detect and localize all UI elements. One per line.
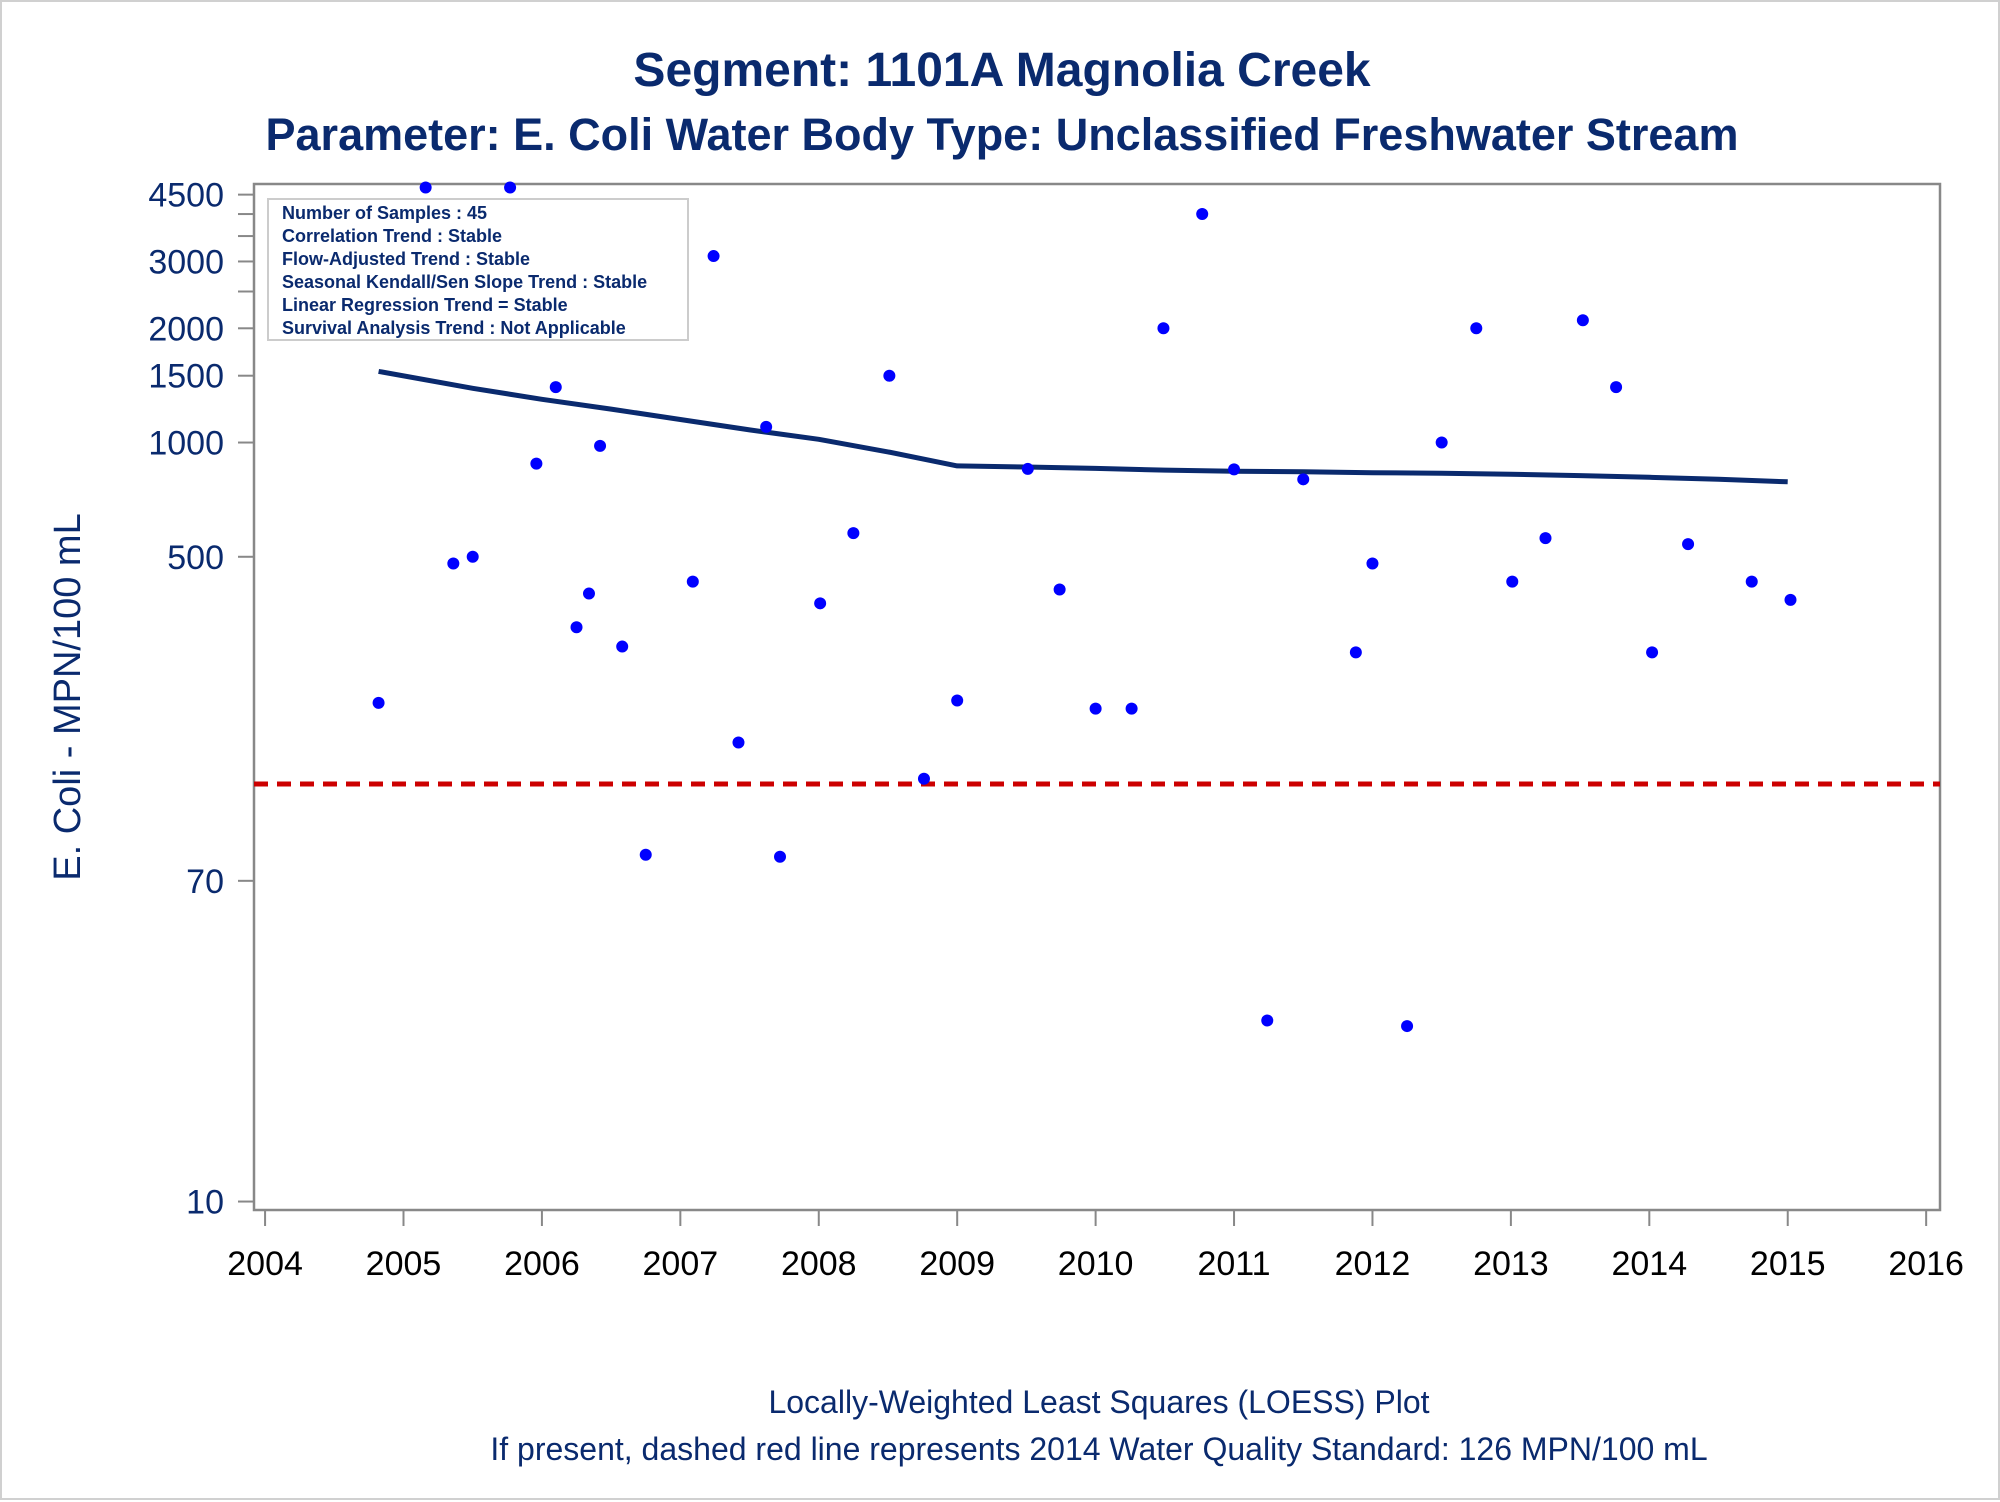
x-tick-label: 2014 — [1611, 1245, 1687, 1283]
x-tick-label: 2016 — [1888, 1245, 1964, 1283]
data-point — [372, 696, 385, 709]
x-tick-label: 2012 — [1335, 1245, 1411, 1283]
x-tick-label: 2006 — [504, 1245, 580, 1283]
data-point — [1646, 646, 1659, 659]
y-tick-label: 70 — [186, 863, 224, 901]
y-tick-label: 1500 — [148, 358, 224, 396]
info-line-correlation: Correlation Trend : Stable — [282, 226, 502, 246]
data-point — [582, 587, 595, 600]
trend-info-box: Number of Samples : 45 Correlation Trend… — [267, 198, 689, 341]
data-point — [1784, 593, 1797, 606]
sample-points — [372, 181, 1797, 1033]
data-point — [1157, 322, 1170, 335]
data-point — [1366, 557, 1379, 570]
data-point — [1196, 208, 1209, 221]
data-point — [504, 181, 517, 194]
data-point — [1610, 381, 1623, 394]
data-point — [1401, 1020, 1414, 1033]
x-tick-label: 2004 — [227, 1245, 303, 1283]
footer-line-2: If present, dashed red line represents 2… — [490, 1431, 1707, 1467]
data-point — [1261, 1014, 1274, 1027]
data-point — [1435, 436, 1448, 449]
data-point — [1089, 702, 1102, 715]
x-tick-label: 2011 — [1197, 1245, 1270, 1283]
y-tick-label: 1000 — [148, 425, 224, 463]
y-tick-label: 2000 — [148, 310, 224, 348]
y-tick-label: 500 — [167, 539, 224, 577]
data-point — [1470, 322, 1483, 335]
chart-subtitle: Parameter: E. Coli Water Body Type: Uncl… — [266, 109, 1739, 160]
info-box-border — [267, 198, 689, 341]
data-point — [1021, 462, 1034, 475]
data-point — [760, 420, 773, 433]
data-point — [1576, 314, 1589, 327]
info-line-survival: Survival Analysis Trend : Not Applicable — [282, 318, 626, 338]
x-tick-label: 2007 — [643, 1245, 719, 1283]
data-point — [1682, 538, 1695, 551]
data-point — [847, 527, 860, 540]
data-point — [707, 250, 720, 263]
info-line-seasonal-kendall: Seasonal Kendall/Sen Slope Trend : Stabl… — [282, 272, 647, 292]
x-tick-label: 2010 — [1058, 1245, 1134, 1283]
plot-area — [252, 182, 1942, 1212]
x-tick-label: 2008 — [781, 1245, 857, 1283]
data-point — [686, 575, 699, 588]
loess-trend-line — [378, 368, 1788, 485]
data-point — [1745, 575, 1758, 588]
data-point — [951, 694, 964, 707]
info-line-samples: Number of Samples : 45 — [282, 203, 487, 223]
data-point — [732, 736, 745, 749]
x-axis: 2004 2005 2006 2007 2008 2009 2010 2011 2012 2013… — [227, 1210, 1964, 1283]
y-tick-label: 4500 — [148, 177, 224, 215]
x-tick-label: 2009 — [919, 1245, 995, 1283]
data-point — [1297, 473, 1310, 486]
x-tick-label: 2005 — [366, 1245, 442, 1283]
y-tick-label: 3000 — [148, 243, 224, 281]
data-point — [1228, 463, 1241, 476]
data-point — [1506, 575, 1519, 588]
data-point — [530, 457, 543, 470]
data-point — [774, 850, 787, 863]
data-point — [917, 772, 930, 785]
data-point — [570, 621, 583, 634]
data-point — [616, 640, 629, 653]
footer-line-1: Locally-Weighted Least Squares (LOESS) P… — [768, 1384, 1429, 1420]
data-point — [1125, 702, 1138, 715]
data-point — [883, 369, 896, 382]
info-line-linear-regression: Linear Regression Trend = Stable — [282, 295, 568, 315]
chart-title: Segment: 1101A Magnolia Creek — [633, 44, 1370, 97]
data-point — [1349, 646, 1362, 659]
data-point — [1539, 532, 1552, 545]
data-point — [447, 557, 460, 570]
x-tick-label: 2015 — [1750, 1245, 1826, 1283]
y-tick-label: 10 — [186, 1184, 224, 1222]
data-point — [639, 848, 652, 861]
data-point — [419, 181, 432, 194]
data-point — [594, 439, 607, 452]
data-point — [814, 597, 827, 610]
data-point — [1053, 583, 1066, 596]
x-tick-label: 2013 — [1473, 1245, 1549, 1283]
y-axis: 10 70 500 1000 1500 2000 3000 4500 — [148, 177, 254, 1222]
data-point — [466, 550, 479, 563]
y-axis-label: E. Coli - MPN/100 mL — [47, 513, 89, 880]
info-line-flow-adjusted: Flow-Adjusted Trend : Stable — [282, 249, 530, 269]
data-point — [549, 381, 562, 394]
